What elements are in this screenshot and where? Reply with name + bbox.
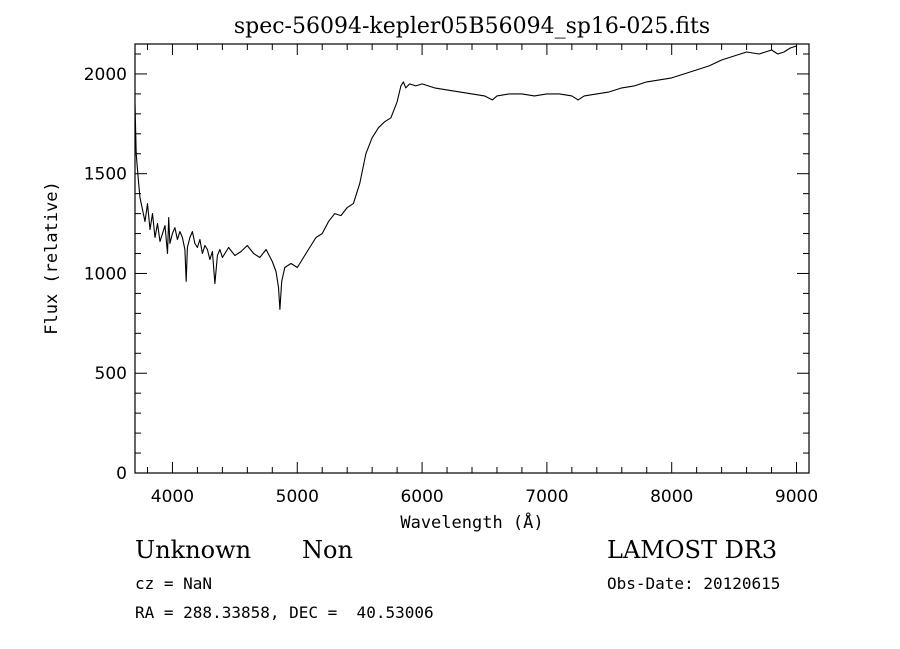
y-axis-label: Flux (relative) [42,181,62,335]
x-tick-label: 7000 [525,487,568,507]
x-axis-label: Wavelength (Å) [400,511,543,533]
spectrum-line [134,45,797,310]
object-subclass: Non [302,536,353,564]
chart-series [134,45,797,310]
chart-axes [134,43,810,474]
coordinates: RA = 288.33858, DEC = 40.53006 [135,603,434,622]
x-tick-label: 6000 [400,487,443,507]
x-tick-label: 8000 [650,487,693,507]
redshift-cz: cz = NaN [135,574,213,593]
observation-date: Obs-Date: 20120615 [607,574,781,593]
object-class: Unknown [135,536,252,564]
chart-ticks [135,44,809,474]
x-tick-label: 5000 [276,487,319,507]
plot-frame [134,43,810,474]
survey-label: LAMOST DR3 [607,536,778,564]
x-tick-label: 4000 [151,487,194,507]
chart-tick-labels: 4000 5000 6000 7000 8000 9000 0 500 1000 1500 2000 [84,65,818,507]
y-tick-label: 0 [116,464,127,484]
y-tick-label: 1500 [84,165,127,185]
y-tick-label: 1000 [84,264,127,284]
y-tick-label: 2000 [84,65,127,85]
y-tick-label: 500 [95,364,127,384]
chart-title: spec-56094-kepler05B56094_sp16-025.fits [234,14,710,39]
x-tick-label: 9000 [775,487,818,507]
